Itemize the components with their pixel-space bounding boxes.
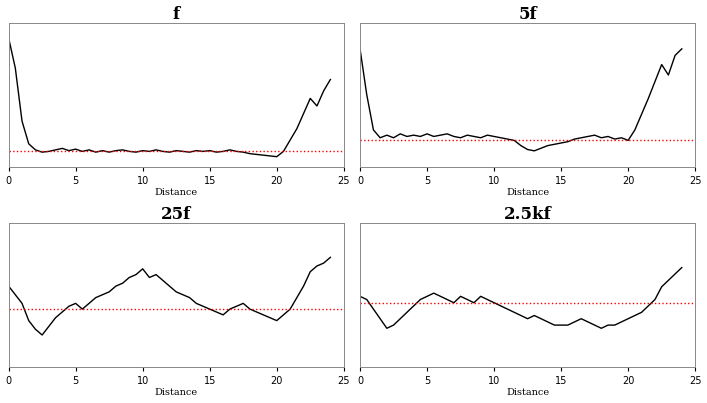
X-axis label: Distance: Distance — [506, 188, 549, 197]
Title: 2.5kf: 2.5kf — [504, 206, 551, 223]
Title: 25f: 25f — [161, 206, 192, 223]
X-axis label: Distance: Distance — [155, 188, 198, 197]
Title: f: f — [173, 6, 180, 23]
X-axis label: Distance: Distance — [155, 388, 198, 397]
Title: 5f: 5f — [518, 6, 537, 23]
X-axis label: Distance: Distance — [506, 388, 549, 397]
